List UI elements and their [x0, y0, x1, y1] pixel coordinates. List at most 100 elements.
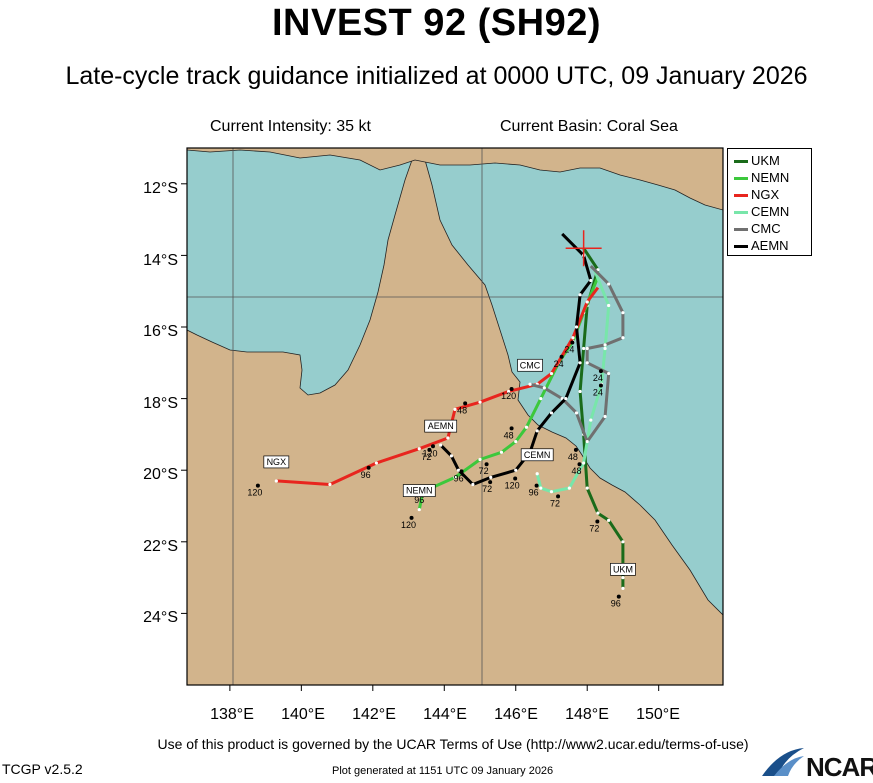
forecast-hour-dot [534, 483, 539, 488]
lon-label-140e: 140°E [281, 706, 325, 723]
legend-swatch-aemn [734, 245, 748, 249]
track-point-aemn [535, 429, 539, 433]
track-end-label-cmc: CMC [520, 360, 541, 370]
legend-label-nemn: NEMN [751, 170, 790, 185]
track-point-cmc [574, 411, 579, 415]
lat-label-22s: 22°S [143, 538, 178, 555]
forecast-hour-label: 48 [568, 452, 578, 462]
lat-label-18s: 18°S [143, 395, 178, 412]
legend-item-cemn: CEMN [734, 203, 789, 220]
legend-swatch-ngx [734, 194, 748, 198]
forecast-hour-label: 120 [401, 520, 416, 530]
legend-label-ngx: NGX [751, 187, 780, 202]
forecast-hour-dot [573, 447, 578, 452]
legend-label-aemn: AEMN [751, 238, 789, 253]
forecast-hour-label: 96 [361, 470, 371, 480]
track-point-ngx [585, 300, 589, 304]
forecast-hour-label: 24 [554, 359, 564, 369]
track-point-cmc [603, 343, 607, 347]
track-end-box-ngx [263, 455, 290, 469]
forecast-hour-label: 48 [457, 405, 467, 415]
track-point-cmc [542, 386, 546, 390]
forecast-hour-label: 96 [529, 488, 539, 498]
forecast-hour-dot [595, 519, 600, 524]
page-title: INVEST 92 (SH92) [272, 2, 601, 44]
track-point-ngx [374, 461, 378, 465]
track-point-ngx [478, 400, 482, 404]
forecast-hour-label: 72 [479, 466, 489, 476]
lat-label-20s: 20°S [143, 466, 178, 483]
track-point-cemn [567, 486, 571, 490]
track-point-ngx [446, 436, 450, 440]
forecast-hour-label: 72 [589, 523, 599, 533]
version-label: TCGP v2.5.2 [2, 761, 83, 777]
land-mainland [187, 148, 723, 685]
forecast-hour-dot [463, 401, 468, 406]
track-end-label-nemn: NEMN [406, 486, 433, 496]
track-point-ukm [596, 511, 600, 515]
track-point-nemn [514, 439, 518, 444]
legend-swatch-nemn [734, 177, 748, 181]
lon-label-148e: 148°E [565, 706, 609, 723]
track-point-cmc [585, 361, 589, 365]
track-point-ukm [585, 486, 589, 490]
track-point-cmc [607, 371, 611, 376]
track-point-cemn [589, 418, 593, 422]
track-point-cmc [528, 382, 532, 386]
lon-label-144e: 144°E [423, 706, 467, 723]
track-end-label-ukm: UKM [613, 564, 633, 574]
forecast-hour-dot [513, 476, 518, 481]
track-point-cmc [621, 311, 625, 315]
legend-item-nemn: NEMN [734, 169, 789, 186]
forecast-hour-dot [488, 480, 493, 485]
track-point-ukm [582, 346, 586, 351]
track-point-ngx [453, 407, 457, 411]
forecast-hour-dot [430, 444, 435, 449]
forecast-hour-dot [570, 340, 575, 345]
legend-item-cmc: CMC [734, 220, 781, 237]
track-point-aemn [514, 468, 518, 472]
track-end-label-ngx: NGX [267, 457, 287, 467]
ncar-logo-icon [762, 748, 804, 776]
current-basin: Current Basin: Coral Sea [500, 118, 678, 135]
track-point-cemn [549, 490, 554, 494]
forecast-hour-dot [556, 494, 561, 499]
forecast-hour-label: 96 [454, 473, 464, 483]
forecast-hour-label: 48 [504, 430, 514, 440]
forecast-hour-dot [427, 447, 432, 452]
forecast-hour-label: 120 [247, 488, 262, 498]
track-point-nemn [524, 425, 529, 429]
lat-label-16s: 16°S [143, 323, 178, 340]
forecast-hour-label: 72 [421, 452, 431, 462]
gridlines [187, 148, 723, 685]
track-point-aemn [578, 293, 582, 297]
forecast-hour-label: 120 [501, 391, 516, 401]
track-point-aemn [489, 475, 493, 479]
track-point-ukm [578, 389, 582, 394]
track-point-cemn [582, 461, 586, 465]
forecast-hour-dot [459, 469, 464, 474]
lon-label-146e: 146°E [494, 706, 538, 723]
track-point-aemn [449, 454, 454, 458]
legend-label-cmc: CMC [751, 221, 781, 236]
track-point-nemn [539, 397, 543, 401]
lat-label-12s: 12°S [143, 180, 178, 197]
forecast-hour-dot [509, 387, 514, 392]
track-point-ukm [621, 586, 625, 590]
track-point-cemn [535, 472, 539, 476]
lon-label-150e: 150°E [636, 706, 680, 723]
generated-timestamp: Plot generated at 1151 UTC 09 January 20… [332, 765, 554, 777]
legend-label-ukm: UKM [751, 153, 780, 168]
track-point-aemn [471, 482, 475, 487]
forecast-hour-label: 24 [593, 387, 603, 397]
track-point-ngx [328, 482, 332, 487]
track-end-box-cemn [520, 448, 554, 462]
track-point-nemn [499, 450, 504, 454]
lon-label-142e: 142°E [352, 706, 396, 723]
track-point-ukm [621, 540, 625, 544]
legend-item-ngx: NGX [734, 186, 779, 203]
forecast-hour-label: 72 [482, 484, 492, 494]
forecast-hour-dot [616, 594, 621, 599]
forecast-hour-label: 24 [593, 373, 603, 383]
